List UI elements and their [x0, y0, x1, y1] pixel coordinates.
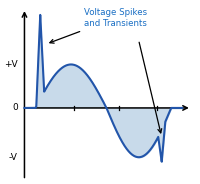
Text: -V: -V: [9, 153, 18, 162]
Text: +V: +V: [4, 60, 18, 69]
Text: Voltage Spikes
and Transients: Voltage Spikes and Transients: [50, 8, 147, 43]
Text: 0: 0: [12, 103, 18, 112]
